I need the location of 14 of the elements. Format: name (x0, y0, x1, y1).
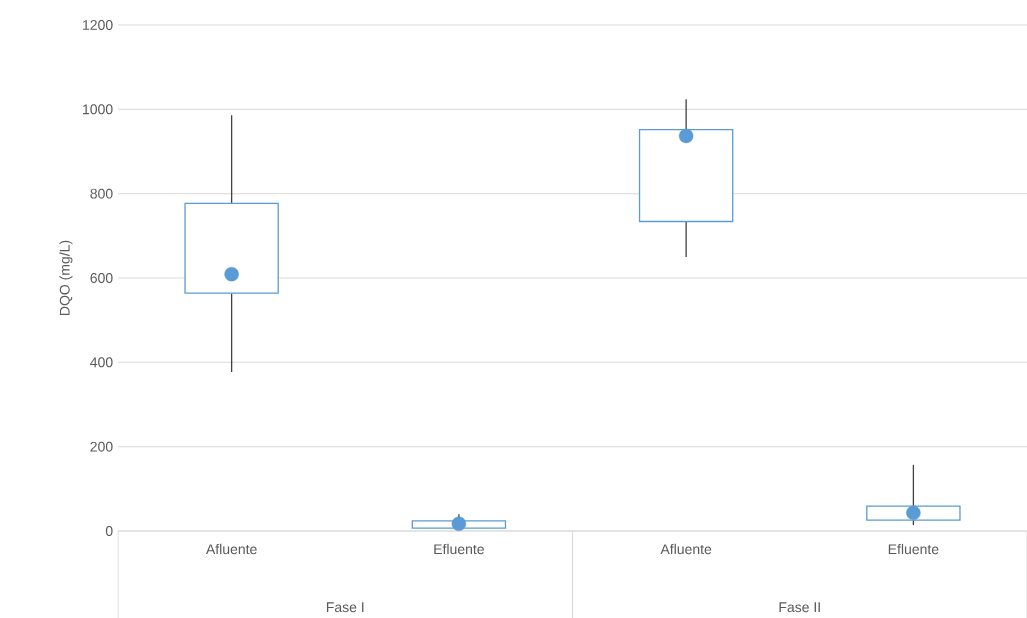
y-tick-label: 200 (90, 441, 113, 452)
text: Fase I (326, 602, 364, 613)
x-tick-label: Afluente (205, 543, 257, 555)
y-tick-label: 1000 (83, 104, 113, 115)
y-axis-title: DQO (mg/L) (59, 240, 73, 315)
y-tick-label: 0 (105, 526, 113, 536)
text: Fase II (779, 602, 820, 613)
y-tick-label: 400 (90, 357, 113, 368)
y-tick-label: 800 (90, 188, 113, 199)
x-tick-label: Afluente (660, 543, 712, 555)
x-tick-label: Efluente (888, 543, 939, 555)
y-tick-label: 600 (90, 273, 113, 283)
y-tick-label: 1200 (83, 20, 113, 30)
x-tick-label: Efluente (434, 543, 484, 555)
